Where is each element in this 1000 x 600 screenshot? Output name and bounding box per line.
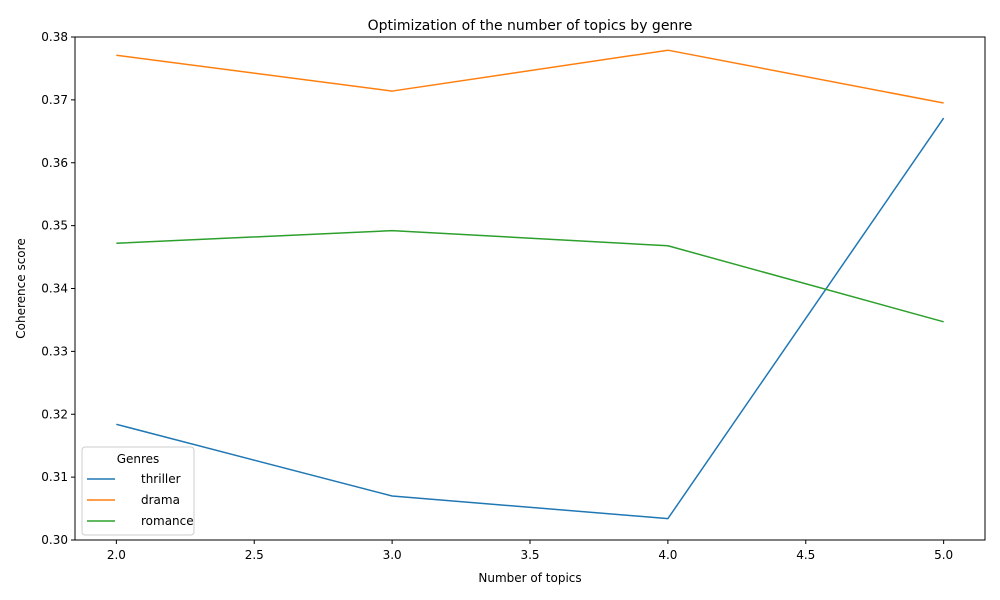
- legend-item-thriller: thriller: [87, 472, 181, 486]
- legend-items: thriller drama romance: [87, 472, 194, 528]
- x-axis-ticks: 2.0 2.5 3.0 3.5 4.0 4.5 5.0: [107, 540, 953, 562]
- x-tick-label: 3.5: [520, 548, 539, 562]
- x-tick-label: 5.0: [934, 548, 953, 562]
- legend-label: romance: [141, 514, 194, 528]
- y-tick-label: 0.32: [41, 407, 68, 421]
- y-tick-label: 0.30: [41, 533, 68, 547]
- legend-item-romance: romance: [87, 514, 194, 528]
- y-tick-label: 0.37: [41, 93, 68, 107]
- x-tick-label: 4.0: [658, 548, 677, 562]
- y-tick-label: 0.31: [41, 470, 68, 484]
- x-tick-label: 2.5: [245, 548, 264, 562]
- y-axis-label: Coherence score: [14, 238, 28, 338]
- y-axis-ticks: 0.30 0.31 0.32 0.33 0.34 0.35 0.36 0.37 0.38: [41, 30, 75, 547]
- series-line-romance: [116, 229, 944, 323]
- x-tick-label: 4.5: [796, 548, 815, 562]
- y-tick-label: 0.38: [41, 30, 68, 44]
- y-tick-label: 0.34: [41, 282, 68, 296]
- series-line-drama: [116, 49, 944, 104]
- legend-label: thriller: [141, 472, 181, 486]
- x-tick-label: 2.0: [107, 548, 126, 562]
- x-axis-label: Number of topics: [478, 571, 581, 585]
- y-tick-label: 0.35: [41, 219, 68, 233]
- plot-frame: [74, 36, 986, 541]
- legend-item-drama: drama: [87, 493, 180, 507]
- series-line-thriller: [116, 117, 945, 520]
- legend-label: drama: [141, 493, 180, 507]
- x-tick-label: 3.0: [383, 548, 402, 562]
- legend: Genres thriller drama romance: [81, 446, 195, 536]
- y-tick-label: 0.33: [41, 344, 68, 358]
- series-lines: [116, 49, 945, 520]
- legend-box: [81, 446, 195, 536]
- y-tick-label: 0.36: [41, 156, 68, 170]
- chart-title: Optimization of the number of topics by …: [368, 18, 693, 34]
- legend-title: Genres: [117, 452, 160, 466]
